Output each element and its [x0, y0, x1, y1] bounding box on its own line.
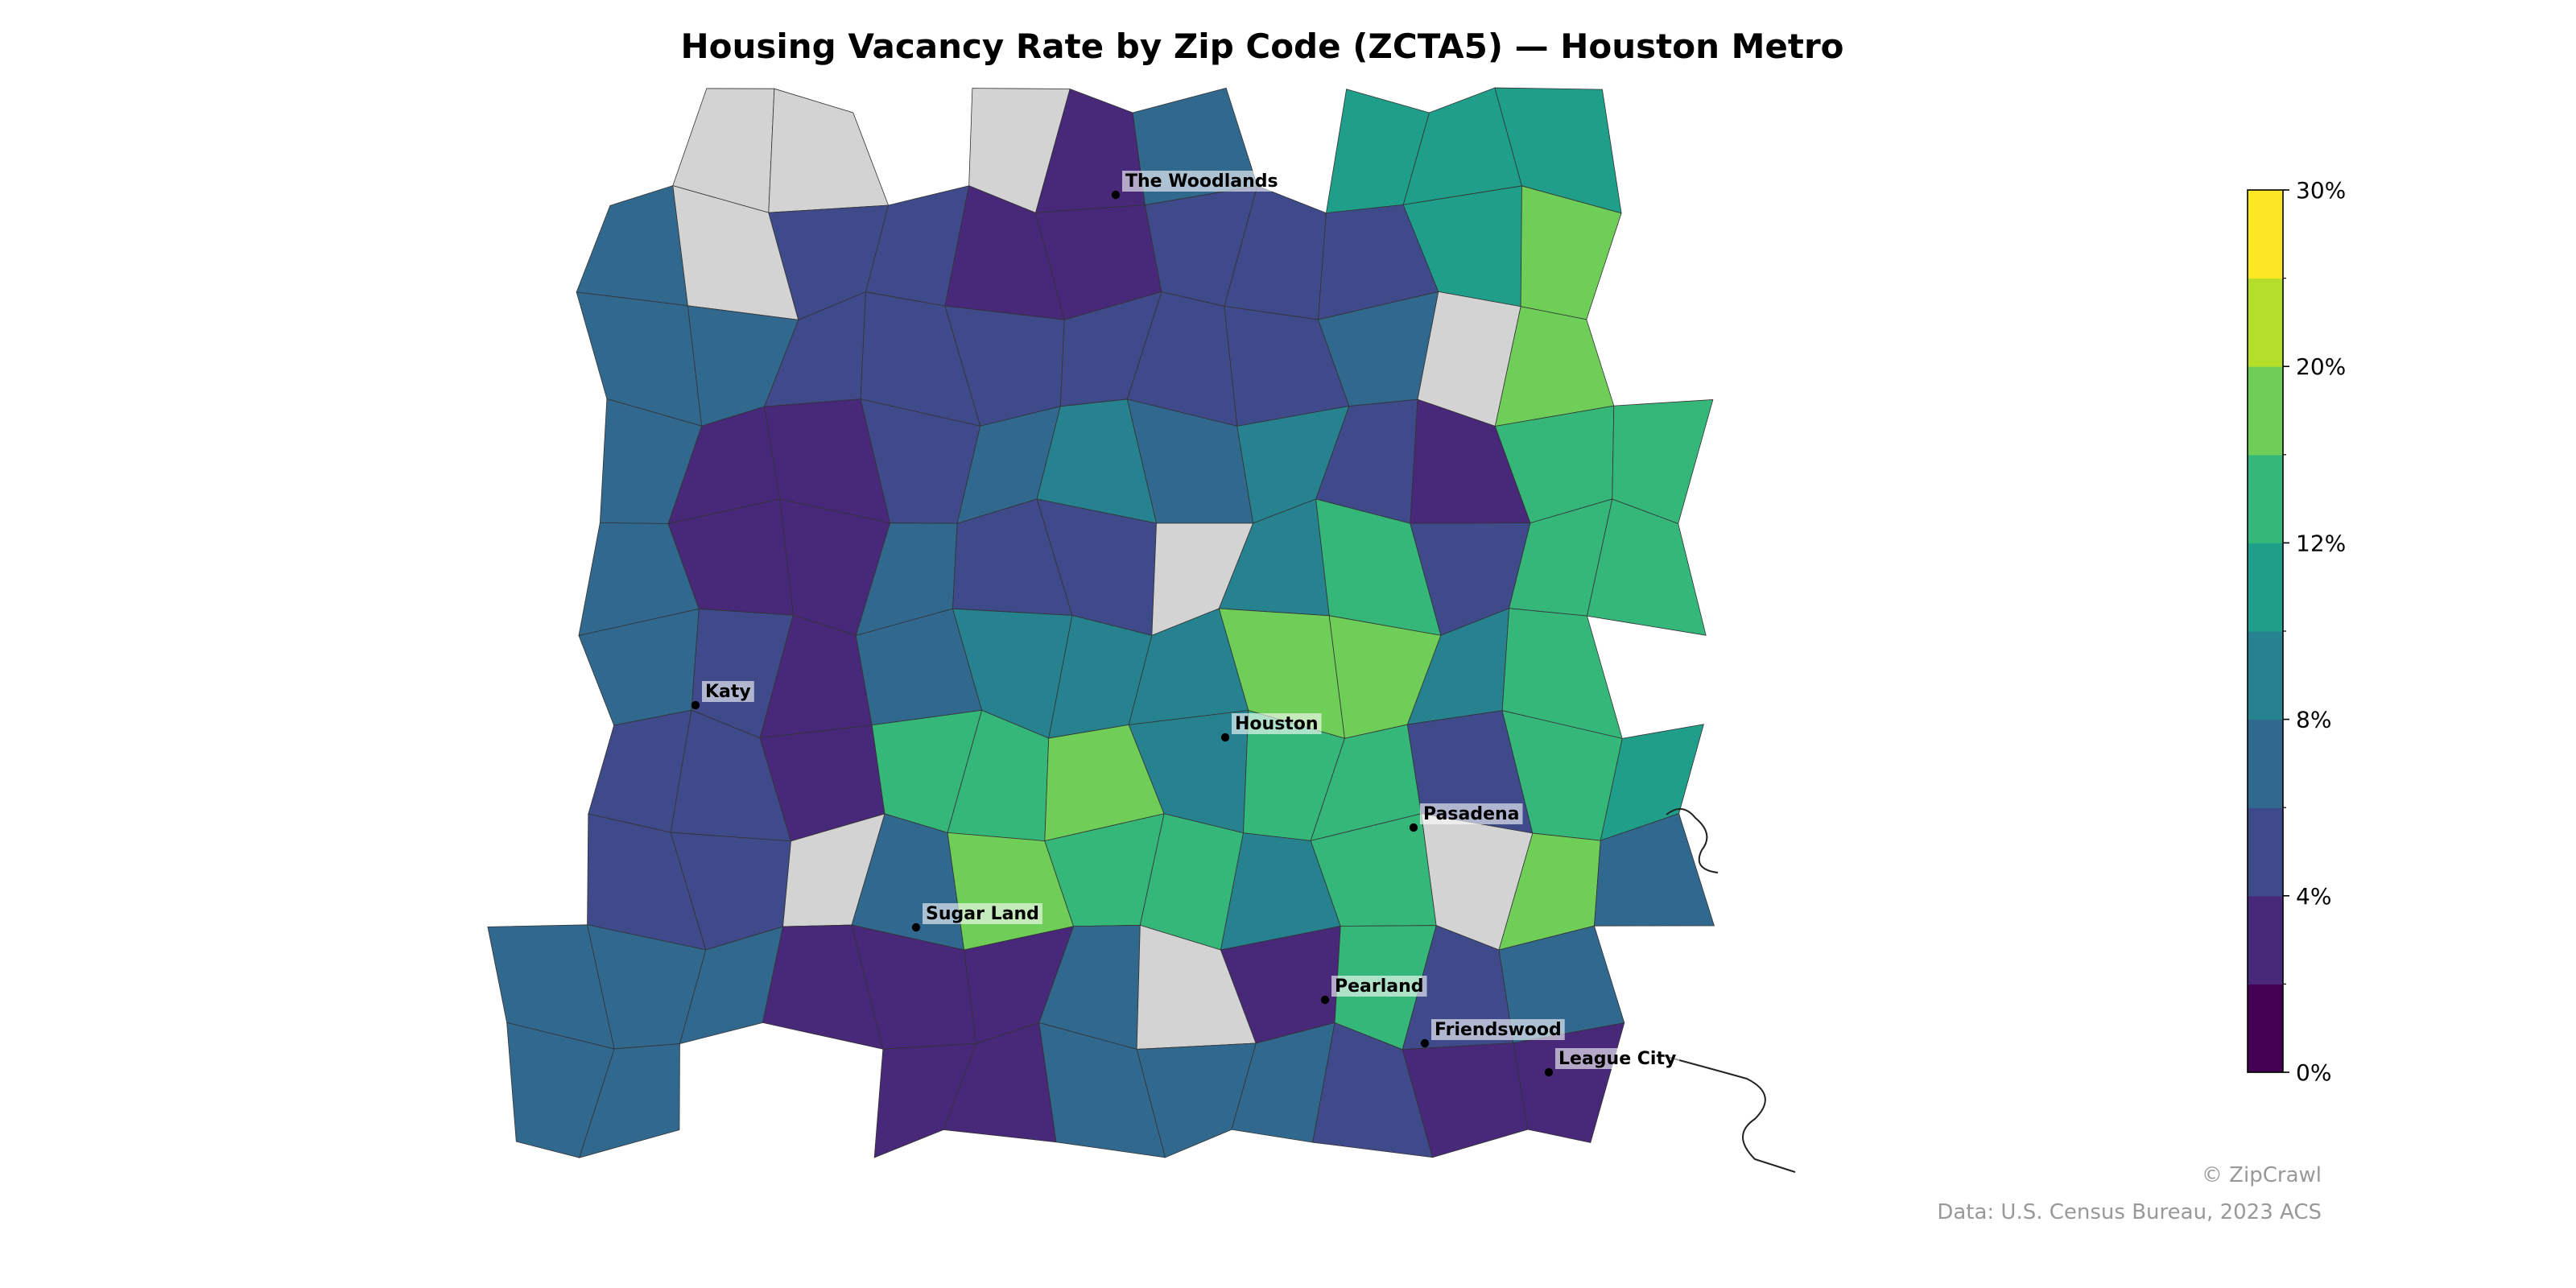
- city-label: The Woodlands: [1125, 171, 1278, 192]
- colorbar-bin: [2248, 190, 2283, 279]
- colorbar-frame: [2247, 189, 2284, 1073]
- city-label-bg: [702, 681, 754, 702]
- city-marker: [911, 923, 921, 932]
- city-label-bg: [1331, 976, 1427, 997]
- city-label-bg: [1122, 171, 1282, 192]
- colorbar-tick-label: 12%: [2296, 530, 2346, 556]
- colorbar: 0% 4% 8% 12% 20% 30%: [2247, 177, 2346, 1086]
- city-label: Katy: [705, 682, 751, 702]
- city-marker: [1111, 190, 1121, 200]
- source: Data: U.S. Census Bureau, 2023 ACS: [1937, 1200, 2322, 1224]
- colorbar-bin: [2248, 366, 2283, 456]
- zip-region: [1513, 1022, 1625, 1143]
- zip-region: [576, 185, 688, 307]
- regions: [487, 87, 1715, 1158]
- colorbar-bin: [2248, 454, 2283, 543]
- cities: The Woodlands Katy Houston Pasadena Sugar La…: [691, 171, 1680, 1077]
- colorbar-tick-label: 0%: [2296, 1059, 2331, 1086]
- colorbar-bin: [2248, 278, 2283, 367]
- colorbar-bin: [2248, 719, 2283, 808]
- city-label-bg: [1555, 1048, 1680, 1069]
- city-label: League City: [1558, 1049, 1676, 1069]
- city-label-bg: [923, 903, 1042, 924]
- zip-region: [768, 88, 890, 213]
- city-marker: [1220, 733, 1230, 742]
- colorbar-bin: [2248, 984, 2283, 1073]
- zip-region: [579, 1043, 680, 1158]
- city-label-bg: [1232, 713, 1322, 734]
- city-label: Sugar Land: [926, 904, 1039, 924]
- colorbar-bin: [2248, 631, 2283, 720]
- colorbar-bin: [2248, 543, 2283, 632]
- colorbar-tick-label: 20%: [2296, 353, 2346, 380]
- colorbar-tick-label: 4%: [2296, 883, 2331, 910]
- city-marker: [1544, 1067, 1554, 1077]
- city-marker: [691, 700, 700, 710]
- city-label-bg: [1420, 803, 1523, 824]
- city-label: Pasadena: [1423, 804, 1520, 824]
- zip-region: [576, 291, 703, 427]
- city-label-bg: [1431, 1019, 1565, 1040]
- coastline: [1657, 808, 1796, 1173]
- city-marker: [1320, 995, 1330, 1005]
- colorbar-tick-label: 30%: [2296, 177, 2346, 204]
- city-label: Friendswood: [1435, 1020, 1562, 1040]
- city-label: Houston: [1235, 714, 1319, 734]
- city-label: Pearland: [1335, 976, 1424, 997]
- zip-region: [1587, 498, 1707, 636]
- title: Housing Vacancy Rate by Zip Code (ZCTA5)…: [680, 27, 1843, 66]
- zip-region: [1594, 813, 1715, 927]
- city-marker: [1409, 823, 1418, 832]
- city-marker: [1420, 1038, 1430, 1048]
- colorbar-bin: [2248, 895, 2283, 985]
- colorbar-tick-label: 8%: [2296, 707, 2331, 733]
- credit: © ZipCrawl: [2202, 1163, 2322, 1187]
- colorbar-bin: [2248, 807, 2283, 897]
